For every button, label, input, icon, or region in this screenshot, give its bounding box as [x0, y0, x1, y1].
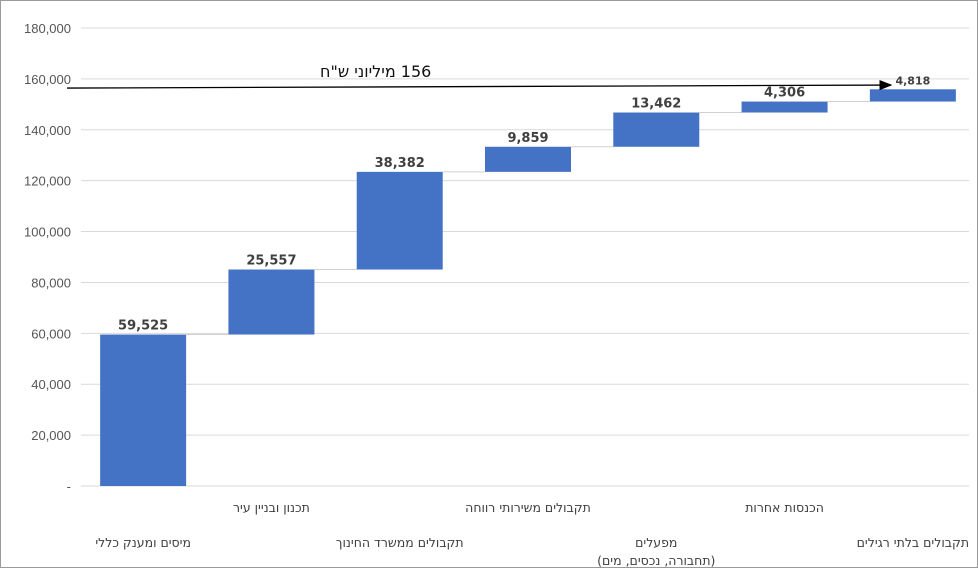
- data-label: 38,382: [375, 156, 425, 171]
- category-labels: מיסים ומענק כללי תכנון ובניין עיר תקבולים …: [95, 500, 969, 568]
- data-label: 4,306: [764, 86, 805, 101]
- annotation: 156 מיליוני ש"ח: [66, 62, 893, 91]
- data-label: 13,462: [631, 97, 681, 112]
- category-label: מפעלים: [635, 535, 677, 550]
- category-label: תקבולים בלתי רגילים: [857, 535, 969, 550]
- bar: [356, 171, 443, 270]
- y-tick-label: 80,000: [31, 275, 71, 290]
- data-label: 25,557: [246, 254, 296, 269]
- bars: [100, 89, 956, 486]
- annotation-text: 156 מיליוני ש"ח: [320, 62, 431, 81]
- bar: [869, 89, 956, 102]
- y-tick-label: 40,000: [31, 377, 71, 392]
- bar: [100, 334, 187, 486]
- category-label: הכנסות אחרות: [745, 500, 824, 515]
- data-label: 59,525: [118, 319, 168, 334]
- bar: [741, 101, 828, 113]
- y-tick-label: 60,000: [31, 326, 71, 341]
- bar: [485, 146, 571, 172]
- y-axis-ticks: - 20,000 40,000 60,000 80,000 100,000 120,000 1…: [24, 21, 71, 494]
- y-tick-label: 20,000: [31, 428, 71, 443]
- y-tick-label: 120,000: [24, 174, 71, 189]
- bar: [228, 269, 315, 335]
- annotation-arrow: [66, 79, 893, 91]
- data-label: 9,859: [507, 131, 548, 146]
- category-label: תקבולים ממשרד החינוך: [336, 535, 464, 550]
- y-tick-label: 140,000: [24, 123, 71, 138]
- y-tick-label: -: [67, 479, 71, 494]
- connector-lines: [186, 101, 870, 336]
- data-labels: 59,525 25,557 38,382 9,859 13,462 4,306 4,818: [118, 74, 930, 333]
- bar: [613, 112, 700, 147]
- category-label: תקבולים משירותי רווחה: [465, 500, 591, 515]
- gridlines: [81, 27, 969, 487]
- y-tick-label: 180,000: [24, 21, 71, 36]
- category-label: (תחבורה, נכסים, מים): [597, 553, 715, 568]
- category-label: מיסים ומענק כללי: [95, 535, 191, 550]
- data-label: 4,818: [895, 74, 930, 87]
- y-tick-label: 100,000: [24, 225, 71, 240]
- category-label: תכנון ובניין עיר: [233, 500, 310, 515]
- y-tick-label: 160,000: [24, 72, 71, 87]
